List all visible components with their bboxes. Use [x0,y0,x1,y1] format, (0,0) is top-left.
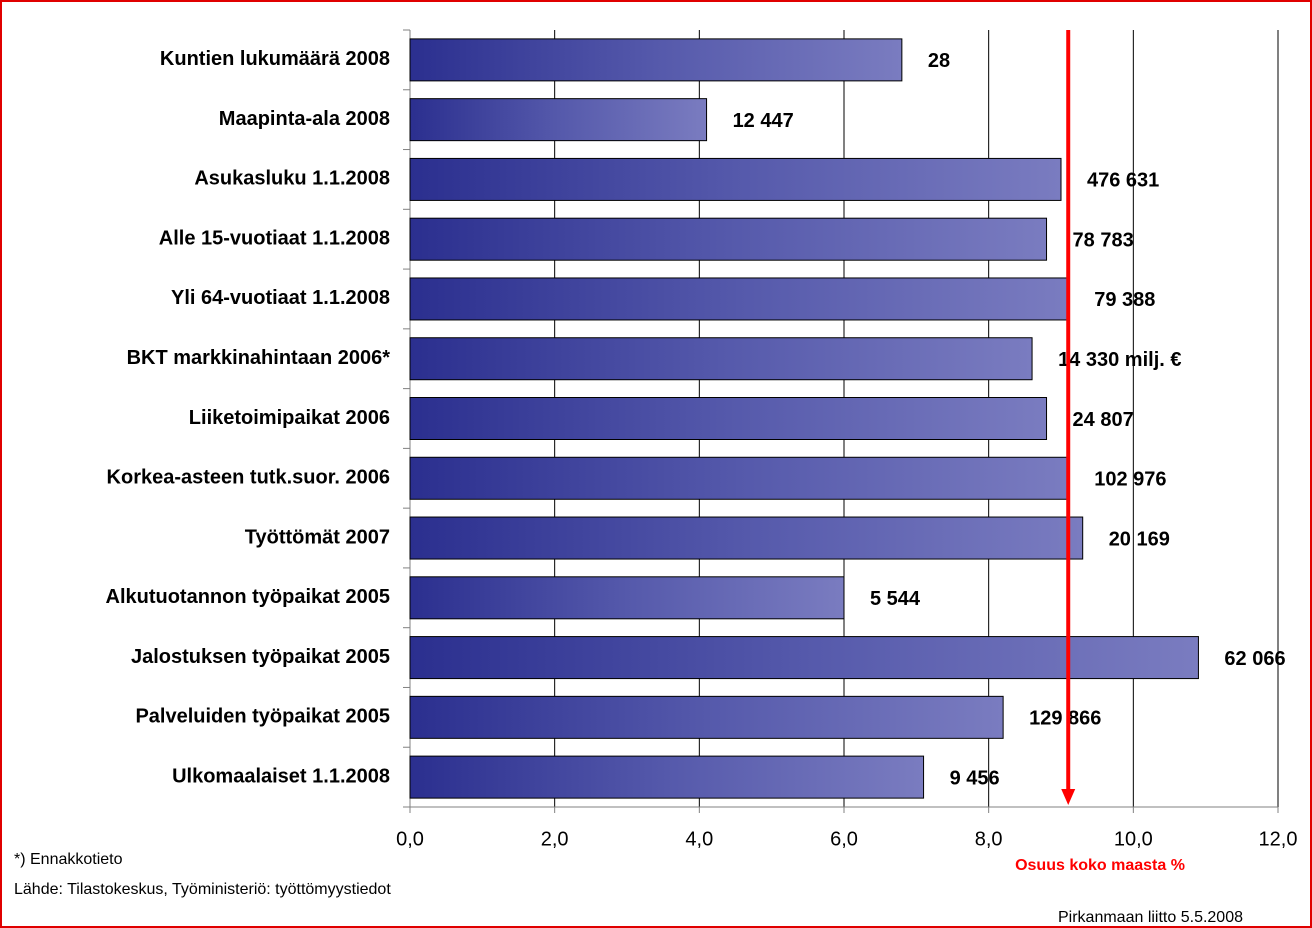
bar-annotation: 79 388 [1094,289,1155,311]
source: Lähde: Tilastokeskus, Työministeriö: työ… [14,881,391,898]
bar-annotation: 20 169 [1109,528,1170,550]
bar [409,277,1069,321]
bar-annotation: 5 544 [870,588,921,610]
bar [409,516,1084,560]
bar [409,157,1062,201]
bar-annotation: 24 807 [1073,409,1134,431]
bar [409,755,925,799]
bar-annotation: 12 447 [733,110,794,132]
bar [409,217,1048,261]
bar-annotation: 78 783 [1073,229,1134,251]
x-tick-label: 12,0 [1259,828,1298,850]
category-label: Alle 15-vuotiaat 1.1.2008 [159,227,390,249]
category-label: Maapinta-ala 2008 [219,108,390,130]
category-label: Palveluiden työpaikat 2005 [135,706,390,728]
bar [409,576,845,620]
bar-annotation: 129 866 [1029,708,1101,730]
category-label: Työttömät 2007 [245,526,390,548]
bar-annotation: 62 066 [1224,648,1285,670]
category-label: Liiketoimipaikat 2006 [189,407,390,429]
x-tick-label: 0,0 [396,828,424,850]
bar-annotation: 102 976 [1094,469,1166,491]
category-label: BKT markkinahintaan 2006* [127,347,391,369]
category-label: Korkea-asteen tutk.suor. 2006 [107,467,390,489]
bar-annotation: 14 330 milj. € [1058,349,1181,371]
category-label: Jalostuksen työpaikat 2005 [131,646,390,668]
reference-label: Osuus koko maasta % [1015,857,1185,874]
x-tick-label: 4,0 [685,828,713,850]
bar-annotation: 28 [928,50,950,72]
bar [409,695,1004,739]
x-tick-label: 10,0 [1114,828,1153,850]
category-label: Yli 64-vuotiaat 1.1.2008 [171,287,390,309]
bar [409,636,1199,680]
x-tick-label: 8,0 [975,828,1003,850]
x-tick-label: 2,0 [541,828,569,850]
credit: Pirkanmaan liitto 5.5.2008 [1058,909,1243,926]
bar [409,98,708,142]
category-label: Asukasluku 1.1.2008 [194,168,390,190]
bar [409,456,1069,500]
reference-arrowhead [1061,789,1076,805]
bar [409,397,1048,440]
bar-annotation: 9 456 [950,767,1000,789]
bar [409,38,903,82]
category-label: Kuntien lukumäärä 2008 [160,48,390,70]
category-label: Ulkomaalaiset 1.1.2008 [172,765,390,787]
footnote: *) Ennakkotieto [14,851,123,868]
bar-annotation: 476 631 [1087,170,1159,192]
bar [409,337,1033,381]
category-label: Alkutuotannon työpaikat 2005 [106,586,391,608]
x-tick-label: 6,0 [830,828,858,850]
